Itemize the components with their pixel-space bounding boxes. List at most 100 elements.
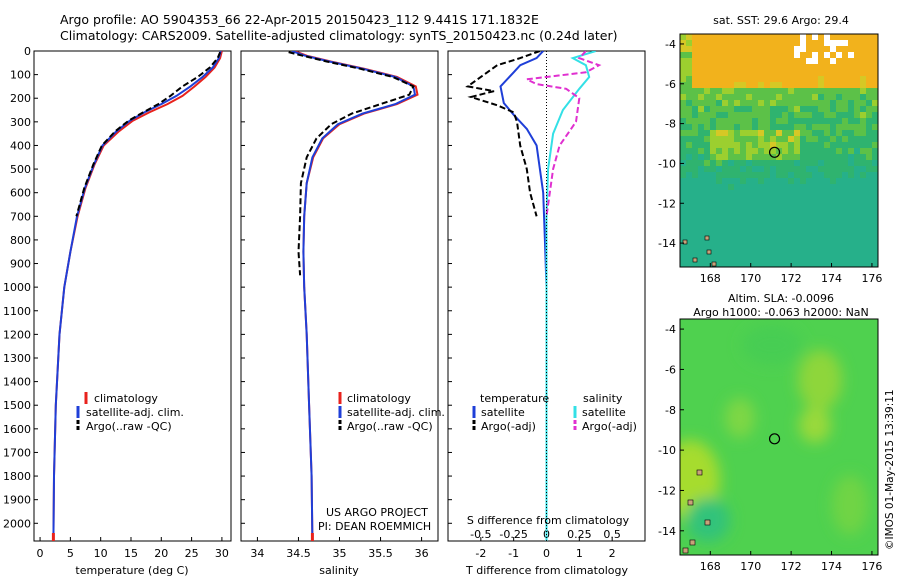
x-tick-label: 1 xyxy=(576,547,583,560)
series-argo-raw-qc- xyxy=(75,51,222,217)
map-x-tick-label: 174 xyxy=(821,272,842,285)
temperature-xlabel: temperature (deg C) xyxy=(75,564,188,577)
x-tick-label: 20 xyxy=(154,547,168,560)
sst-map-axes: 168 170 172 174 176 -4 -6 -8 -10 -12 -14 xyxy=(658,38,882,285)
legend-title-salinity: salinity xyxy=(583,392,623,405)
depth-tick-label: 1900 xyxy=(3,494,31,507)
depth-tick-label: 1300 xyxy=(3,352,31,365)
sla-map-image xyxy=(680,319,878,555)
depth-tick-label: 800 xyxy=(10,234,31,247)
x-tick-label: 10 xyxy=(94,547,108,560)
depth-tick-label: 700 xyxy=(10,210,31,223)
series-climatology xyxy=(52,51,223,541)
depth-tick-label: 1200 xyxy=(3,328,31,341)
legend-label-climatology: climatology xyxy=(94,392,158,405)
depth-tick-label: 100 xyxy=(10,69,31,82)
x-tick-label: 2 xyxy=(609,547,616,560)
argo-position-marker xyxy=(768,146,781,158)
map-y-tick-label: -4 xyxy=(665,38,676,51)
sla-map-frame xyxy=(679,318,879,556)
map-x-tick-label: 172 xyxy=(781,560,802,573)
pi-label: PI: DEAN ROEMMICH xyxy=(318,520,431,533)
sla-map-axes: 168 170 172 174 176 -4 -6 -8 -10 -12 -14 xyxy=(658,323,882,573)
sst-map-frame xyxy=(679,33,879,268)
map-x-tick-label: 172 xyxy=(781,272,802,285)
difference-xlabel: T difference from climatology xyxy=(465,564,628,577)
salinity-legend: climatology satellite-adj. clim. Argo(..… xyxy=(338,392,445,433)
map-y-tick-label: -10 xyxy=(658,444,676,457)
legend-label-s-argo: Argo(-adj) xyxy=(582,420,637,433)
depth-axis: 0 100 200 300 400 500 600 700 800 900 1000 1100 1200… xyxy=(3,45,452,530)
map-y-tick-label: -8 xyxy=(665,404,676,417)
legend-label-satellite: satellite-adj. clim. xyxy=(347,406,445,419)
depth-tick-label: 400 xyxy=(10,139,31,152)
map-x-tick-label: 170 xyxy=(740,272,761,285)
x-tick-label: 35 xyxy=(333,547,347,560)
series-salinity-argo-adj- xyxy=(523,51,602,217)
map-y-tick-label: -6 xyxy=(665,363,676,376)
x-tick-label: 36 xyxy=(415,547,429,560)
depth-tick-label: 0 xyxy=(24,45,31,58)
series-satellite-adj-clim- xyxy=(291,51,417,541)
temperature-x-axis: 0 5 10 15 20 25 30 xyxy=(37,537,229,560)
map-y-tick-label: -12 xyxy=(658,197,676,210)
map-y-tick-label: -12 xyxy=(658,484,676,497)
map-x-tick-label: 174 xyxy=(821,560,842,573)
legend-label-satellite: satellite-adj. clim. xyxy=(86,406,184,419)
legend-label-t-satellite: satellite xyxy=(481,406,525,419)
x-tick-label: 34.5 xyxy=(286,547,311,560)
temperature-series xyxy=(51,51,223,541)
map-x-tick-label: 170 xyxy=(740,560,761,573)
header-line1: Argo profile: AO 5904353_66 22-Apr-2015 … xyxy=(60,12,539,27)
sst-map-title: sat. SST: 29.6 Argo: 29.4 xyxy=(713,14,849,27)
depth-tick-label: 300 xyxy=(10,116,31,129)
temperature-legend: climatology satellite-adj. clim. Argo(..… xyxy=(76,392,184,433)
series-temperature-argo-adj- xyxy=(465,51,541,217)
x-tick-label: 30 xyxy=(215,547,229,560)
s-difference-label: S difference from climatology xyxy=(467,514,630,527)
depth-tick-label: 900 xyxy=(10,258,31,271)
x-tick-label: 0 xyxy=(543,547,550,560)
depth-tick-label: 500 xyxy=(10,163,31,176)
map-x-tick-label: 168 xyxy=(700,272,721,285)
legend-label-argo: Argo(..raw -QC) xyxy=(86,420,172,433)
legend-label-t-argo: Argo(-adj) xyxy=(481,420,536,433)
map-x-tick-label: 176 xyxy=(861,560,882,573)
x-tick-label: 35.5 xyxy=(368,547,393,560)
salinity-xlabel: salinity xyxy=(319,564,359,577)
x-tick-label: 25 xyxy=(185,547,199,560)
map-y-tick-label: -8 xyxy=(665,118,676,131)
series-temperature-satellite xyxy=(499,51,548,541)
depth-tick-label: 600 xyxy=(10,187,31,200)
depth-tick-label: 200 xyxy=(10,92,31,105)
map-y-tick-label: -14 xyxy=(658,525,676,538)
legend-label-s-satellite: satellite xyxy=(582,406,626,419)
top-tick-label: -0.5 xyxy=(470,528,491,541)
series-satellite-adj-clim- xyxy=(52,51,222,541)
sla-map-title: Altim. SLA: -0.0096 xyxy=(728,292,834,305)
sst-map-image xyxy=(680,34,878,267)
x-tick-label: 34 xyxy=(250,547,264,560)
top-tick-label: -0.25 xyxy=(499,528,527,541)
copyright-label: ©IMOS 01-May-2015 13:39:11 xyxy=(884,389,896,550)
x-tick-label: -2 xyxy=(475,547,486,560)
header-line2: Climatology: CARS2009. Satellite-adjuste… xyxy=(60,28,617,43)
depth-tick-label: 1600 xyxy=(3,423,31,436)
map-x-tick-label: 176 xyxy=(861,272,882,285)
legend-title-temperature: temperature xyxy=(480,392,549,405)
map-x-tick-label: 168 xyxy=(700,560,721,573)
depth-tick-label: 1500 xyxy=(3,399,31,412)
series-climatology xyxy=(294,51,419,541)
depth-tick-label: 1400 xyxy=(3,376,31,389)
x-tick-label: 0 xyxy=(37,547,44,560)
map-y-tick-label: -10 xyxy=(658,157,676,170)
difference-series xyxy=(465,51,602,541)
map-y-tick-label: -4 xyxy=(665,323,676,336)
series-argo-raw-qc- xyxy=(288,51,415,276)
salinity-x-axis: 34 34.5 35 35.5 36 xyxy=(250,537,429,560)
temperature-panel-frame xyxy=(33,50,232,542)
project-label: US ARGO PROJECT xyxy=(326,506,428,519)
map-y-tick-label: -14 xyxy=(658,237,676,250)
t-difference-x-axis: -2 -1 0 1 2 xyxy=(475,537,616,560)
